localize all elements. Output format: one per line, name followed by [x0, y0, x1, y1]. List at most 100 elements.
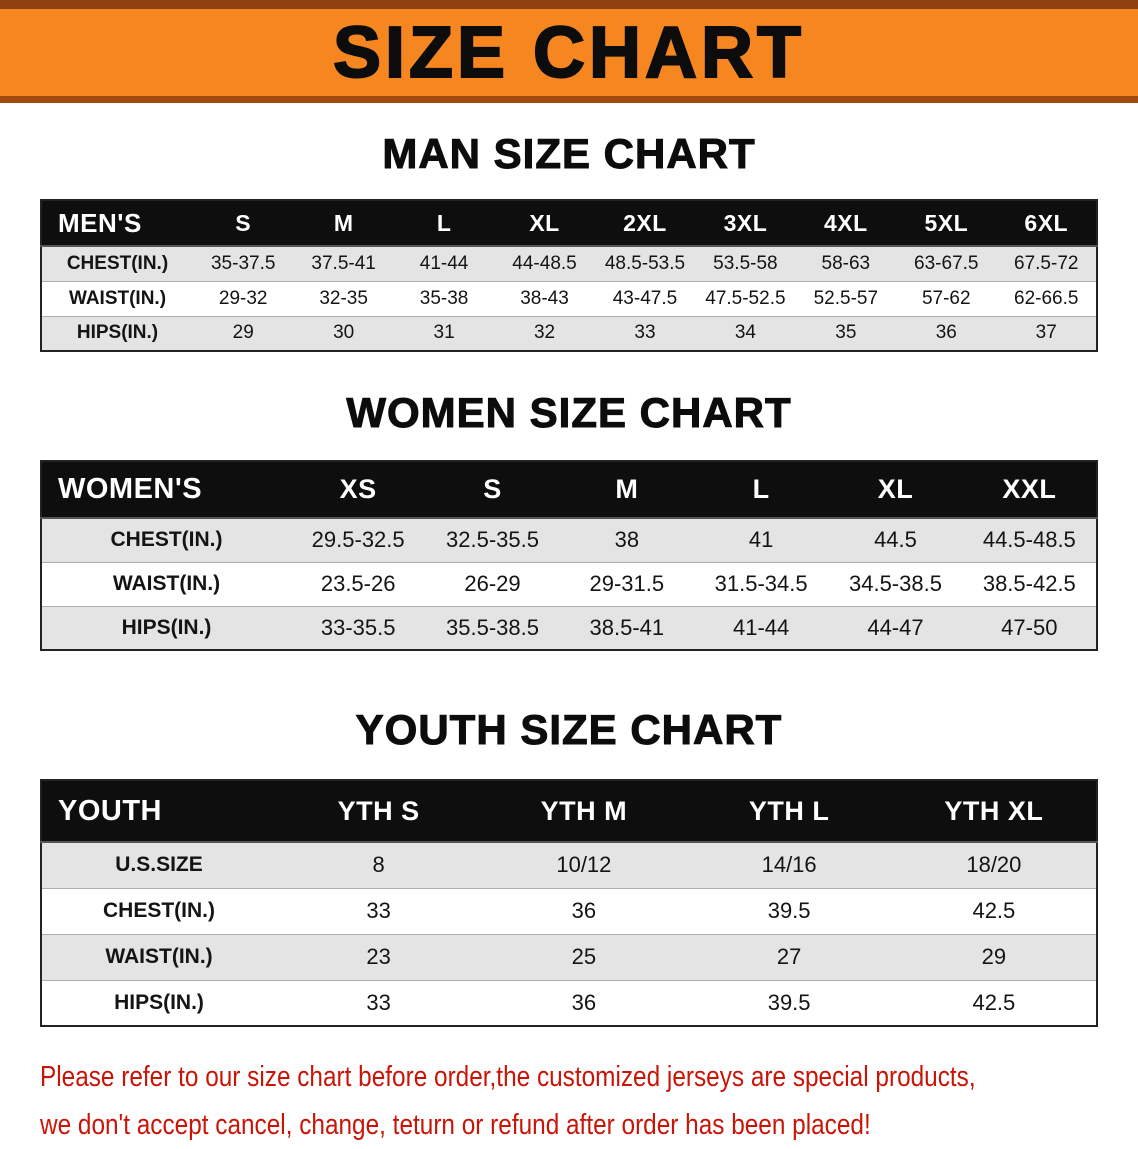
women-size-cell: 41	[748, 527, 774, 553]
men-col-header: L	[393, 200, 495, 246]
youth-size-cell: 42.5	[972, 898, 1016, 923]
youth-row-label: HIPS(IN.)	[114, 990, 204, 1014]
men-row-label: HIPS(IN.)	[76, 322, 159, 344]
men-size-cell: 43-47.5	[612, 287, 678, 309]
men-col-header: 2XL	[594, 200, 696, 246]
men-size-cell: 35-37.5	[210, 252, 276, 274]
order-notice: Please refer to our size chart before or…	[40, 1053, 1138, 1149]
men-col-header: 4XL	[795, 200, 897, 246]
women-row-chest: CHEST(IN.) 29.5-32.5 32.5-35.5 38 41 44.…	[41, 518, 1097, 562]
women-size-cell: 44.5	[874, 527, 917, 553]
men-size-cell: 29	[232, 322, 254, 344]
women-col-header: L	[693, 461, 829, 518]
order-notice-line-1: Please refer to our size chart before or…	[40, 1061, 976, 1093]
youth-section: YOUTH SIZE CHART YOUTH YTH S YTH M YTH L…	[0, 705, 1138, 1027]
men-size-cell: 38-43	[520, 287, 569, 309]
youth-row-label: WAIST(IN.)	[105, 945, 213, 968]
women-size-cell: 29-31.5	[589, 571, 665, 596]
women-size-cell: 35.5-38.5	[446, 614, 539, 640]
women-col-header: M	[559, 461, 694, 518]
men-col-header: XL	[494, 200, 595, 246]
men-size-cell: 57-62	[921, 287, 971, 309]
men-size-cell: 34	[734, 322, 756, 344]
men-size-cell: 62-66.5	[1014, 287, 1079, 309]
men-size-cell: 35	[835, 322, 857, 344]
youth-size-cell: 23	[366, 944, 391, 969]
youth-col-header: YTH S	[276, 780, 482, 842]
youth-row-chest: CHEST(IN.) 33 36 39.5 42.5	[41, 888, 1097, 934]
men-size-cell: 29-32	[218, 287, 268, 309]
men-col-header: M	[293, 200, 394, 246]
youth-col-header: YTH XL	[891, 780, 1097, 842]
youth-size-cell: 8	[372, 852, 385, 878]
men-size-cell: 58-63	[821, 252, 871, 274]
youth-row-label: U.S.SIZE	[115, 853, 203, 877]
men-size-cell: 47.5-52.5	[705, 287, 786, 309]
youth-size-cell: 36	[571, 898, 597, 923]
youth-row-label: CHEST(IN.)	[103, 899, 215, 922]
women-size-cell: 41-44	[733, 614, 790, 640]
men-col-header: 3XL	[695, 200, 796, 246]
women-row-waist: WAIST(IN.) 23.5-26 26-29 29-31.5 31.5-34…	[41, 562, 1097, 606]
men-section: MAN SIZE CHART MEN'S S M L XL 2XL 3XL 4X…	[0, 129, 1138, 352]
youth-size-cell: 36	[571, 989, 597, 1015]
women-size-cell: 26-29	[464, 571, 521, 596]
youth-size-cell: 42.5	[972, 989, 1016, 1015]
men-size-cell: 53.5-58	[713, 252, 778, 274]
women-size-cell: 32.5-35.5	[446, 527, 539, 553]
women-size-cell: 33-35.5	[320, 614, 396, 640]
men-size-cell: 63-67.5	[914, 252, 979, 274]
men-size-cell: 36	[935, 322, 957, 344]
men-col-header: S	[193, 200, 294, 246]
men-row-label: WAIST(IN.)	[68, 287, 167, 309]
men-size-cell: 41-44	[419, 252, 469, 274]
women-section: WOMEN SIZE CHART WOMEN'S XS S M L XL XXL…	[0, 388, 1138, 651]
youth-row-waist: WAIST(IN.) 23 25 27 29	[41, 934, 1097, 980]
women-size-cell: 44-47	[867, 614, 924, 640]
men-section-heading: MAN SIZE CHART	[382, 130, 756, 178]
youth-size-cell: 25	[571, 944, 597, 969]
men-row-chest: CHEST(IN.) 35-37.5 37.5-41 41-44 44-48.5…	[41, 246, 1097, 281]
women-size-cell: 34.5-38.5	[848, 571, 942, 596]
youth-size-cell: 33	[366, 898, 391, 923]
men-col-header: 5XL	[896, 200, 997, 246]
youth-size-cell: 18/20	[966, 852, 1022, 878]
youth-row-hips: HIPS(IN.) 33 36 39.5 42.5	[41, 980, 1097, 1026]
women-col-header: XS	[291, 461, 426, 518]
youth-size-cell: 27	[776, 944, 802, 969]
men-size-table: MEN'S S M L XL 2XL 3XL 4XL 5XL 6XL CHEST…	[40, 199, 1098, 352]
men-size-cell: 67.5-72	[1014, 252, 1079, 274]
men-size-cell: 31	[433, 322, 455, 344]
men-size-cell: 52.5-57	[813, 287, 879, 309]
men-row-label: CHEST(IN.)	[66, 252, 169, 274]
men-size-cell: 30	[333, 322, 355, 344]
men-size-cell: 37	[1035, 322, 1057, 344]
women-col-header: XXL	[962, 461, 1097, 518]
order-notice-line-2: we don't accept cancel, change, teturn o…	[40, 1109, 871, 1141]
women-size-cell: 29.5-32.5	[311, 527, 405, 553]
youth-size-cell: 39.5	[767, 989, 811, 1015]
women-size-cell: 38.5-42.5	[982, 571, 1076, 596]
men-size-cell: 32	[533, 322, 556, 344]
youth-size-cell: 39.5	[767, 898, 811, 923]
women-col-header: XL	[828, 461, 963, 518]
youth-header-row: YOUTH YTH S YTH M YTH L YTH XL	[41, 780, 1097, 842]
youth-row-ussize: U.S.SIZE 8 10/12 14/16 18/20	[41, 842, 1097, 888]
men-size-cell: 33	[634, 322, 656, 344]
youth-size-cell: 10/12	[556, 852, 612, 878]
women-table-label: WOMEN'S	[41, 461, 291, 518]
women-section-heading: WOMEN SIZE CHART	[346, 389, 792, 437]
women-size-cell: 47-50	[1001, 614, 1058, 640]
men-header-row: MEN'S S M L XL 2XL 3XL 4XL 5XL 6XL	[41, 200, 1097, 246]
women-size-table: WOMEN'S XS S M L XL XXL CHEST(IN.) 29.5-…	[40, 460, 1098, 651]
youth-col-header: YTH L	[686, 780, 892, 842]
women-size-cell: 38	[614, 527, 640, 553]
youth-size-cell: 29	[981, 944, 1007, 969]
women-col-header: S	[425, 461, 560, 518]
youth-size-cell: 33	[366, 989, 391, 1015]
women-row-label: WAIST(IN.)	[112, 572, 221, 595]
youth-table-label: YOUTH	[41, 780, 276, 842]
women-row-label: HIPS(IN.)	[121, 615, 212, 639]
women-header-row: WOMEN'S XS S M L XL XXL	[41, 461, 1097, 518]
